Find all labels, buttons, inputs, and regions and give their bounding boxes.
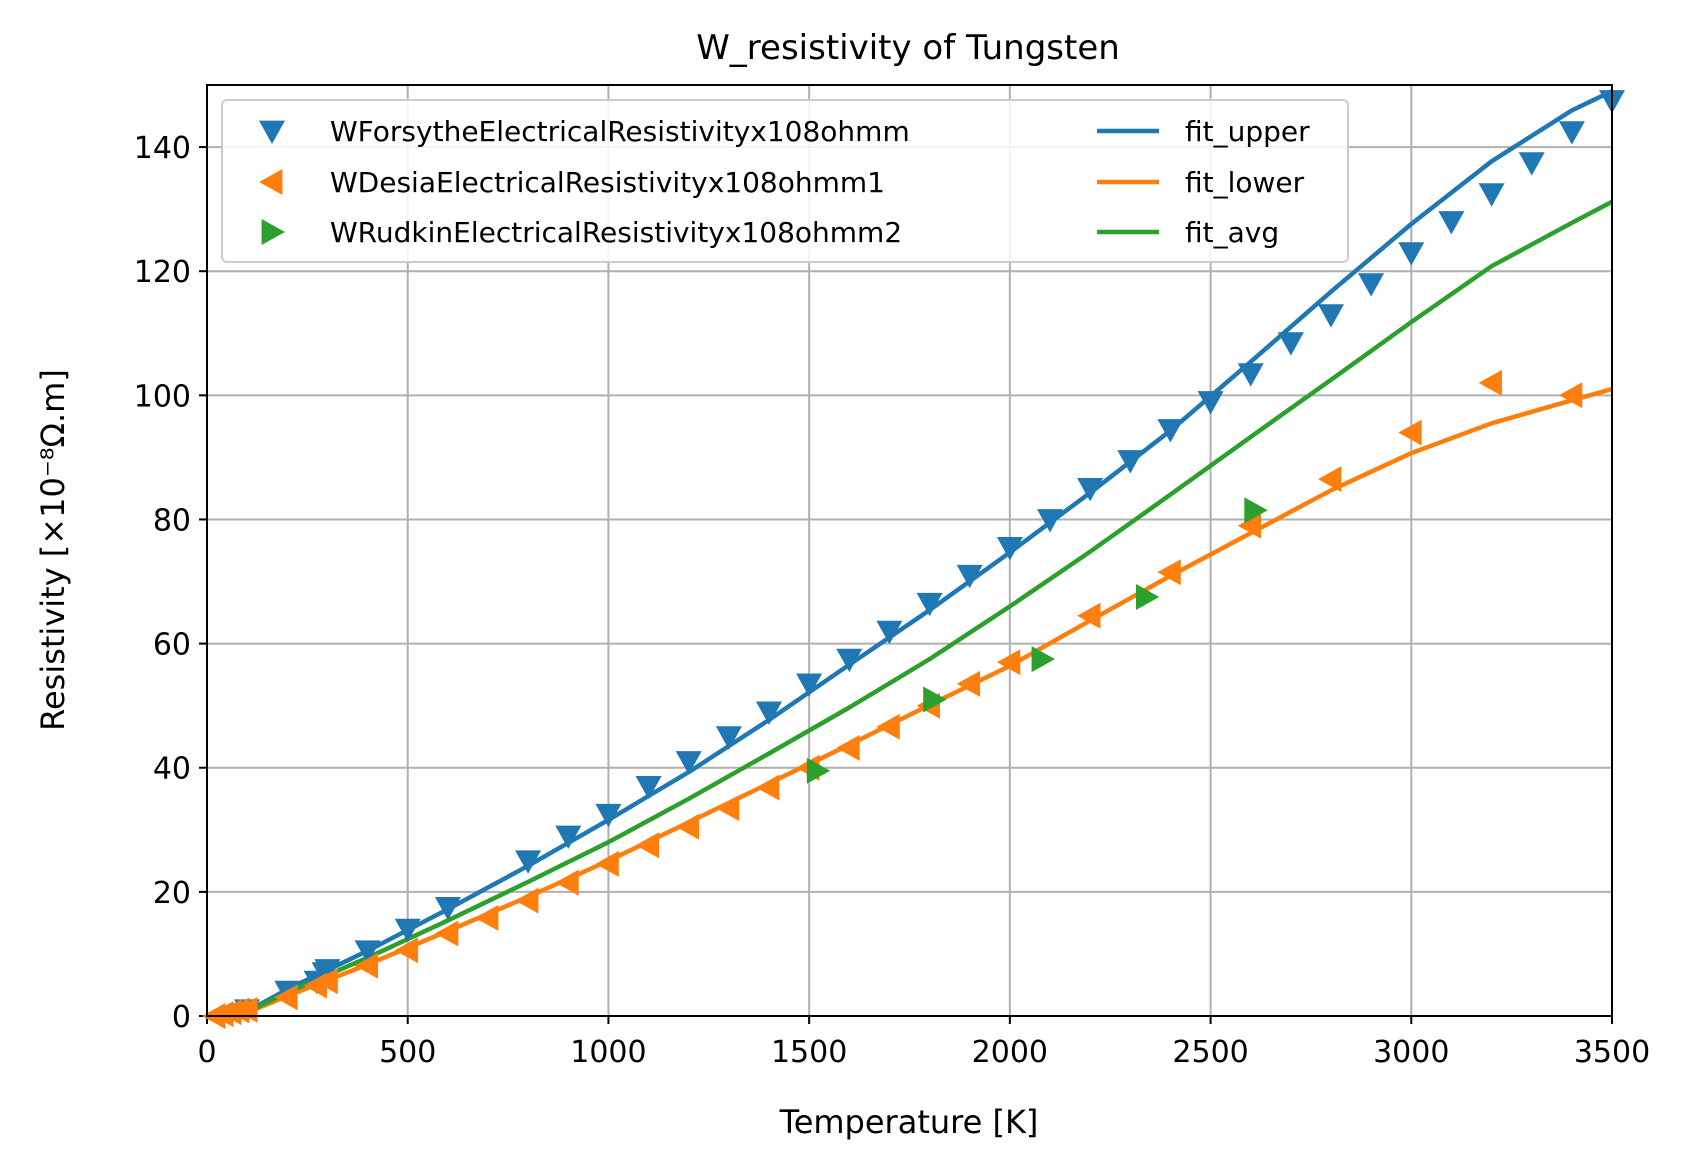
marker-series-1 <box>1077 478 1104 502</box>
x-tick-label: 3500 <box>1574 1035 1650 1070</box>
marker-series-2 <box>876 713 900 740</box>
y-tick-label: 80 <box>153 503 191 538</box>
x-tick-label: 1500 <box>771 1035 847 1070</box>
marker-series-2 <box>635 832 659 859</box>
marker-series-2 <box>274 984 298 1011</box>
marker-series-1 <box>1518 152 1545 176</box>
y-tick-label: 0 <box>172 1000 191 1035</box>
marker-series-2 <box>836 734 860 761</box>
x-tick-label: 3000 <box>1373 1035 1449 1070</box>
x-axis-ticks: 0 500 1000 1500 2000 2500 3000 3500 <box>197 1016 1650 1070</box>
marker-series-2 <box>555 869 579 896</box>
marker-series-2 <box>394 937 419 964</box>
marker-series-2 <box>715 795 740 822</box>
marker-series-3 <box>1244 497 1268 524</box>
marker-series-2 <box>1478 369 1502 396</box>
marker-series-2 <box>595 850 619 877</box>
x-tick-label: 500 <box>379 1035 436 1070</box>
y-tick-label: 60 <box>153 628 191 663</box>
legend: WForsytheElectricalResistivityx108ohmm WD… <box>221 99 1349 263</box>
marker-series-2 <box>675 813 700 840</box>
marker-series-3 <box>806 757 831 784</box>
marker-series-1 <box>1237 363 1264 387</box>
marker-series-1 <box>1117 450 1144 474</box>
legend-marker <box>261 219 285 245</box>
legend-label: fit_avg <box>1185 216 1279 249</box>
marker-series-1 <box>756 701 782 725</box>
marker-series-2 <box>515 887 539 914</box>
marker-series-2 <box>1077 602 1101 629</box>
marker-series-3 <box>1031 646 1055 673</box>
marker-series-2 <box>996 649 1021 676</box>
marker-series-1 <box>314 959 341 983</box>
marker-series-1 <box>1478 183 1505 207</box>
marker-series-1 <box>1558 121 1585 145</box>
marker-series-1 <box>434 897 461 921</box>
marker-series-1 <box>555 825 582 849</box>
x-axis-title: Temperature [K] <box>779 1103 1039 1141</box>
marker-series-1 <box>876 620 903 645</box>
y-axis-title: Resistivity [×10⁻⁸Ω.m] <box>34 369 72 731</box>
marker-series-2 <box>475 904 499 931</box>
marker-series-1 <box>1277 332 1304 356</box>
marker-series-1 <box>1197 391 1224 415</box>
legend-frame <box>221 99 1349 263</box>
y-tick-label: 40 <box>153 752 191 787</box>
marker-series-1 <box>595 803 622 828</box>
marker-series-2 <box>756 774 780 801</box>
marker-series-1 <box>1438 211 1465 235</box>
marker-series-1 <box>1318 304 1344 328</box>
marker-series-2 <box>1558 382 1583 409</box>
legend-label: WRudkinElectricalResistivityx108ohmm2 <box>330 216 902 249</box>
marker-series-1 <box>394 918 421 943</box>
y-tick-label: 100 <box>134 379 191 414</box>
legend-label: fit_lower <box>1185 166 1305 199</box>
marker-series-2 <box>956 670 981 697</box>
marker-series-1 <box>515 850 542 874</box>
marker-series-1 <box>635 776 662 800</box>
marker-series-2 <box>1318 466 1342 493</box>
y-tick-label: 20 <box>153 876 191 911</box>
marker-series-3 <box>923 686 947 713</box>
marker-series-1 <box>916 592 943 617</box>
y-tick-label: 120 <box>134 255 191 290</box>
chart-title: W_resistivity of Tungsten <box>696 28 1120 68</box>
marker-series-1 <box>836 648 863 673</box>
marker-series-1 <box>354 940 381 964</box>
marker-series-1 <box>1358 273 1385 297</box>
marker-series-2 <box>1237 512 1262 539</box>
marker-series-2 <box>1157 559 1181 586</box>
marker-series-1 <box>1157 419 1184 443</box>
x-tick-label: 1000 <box>570 1035 646 1070</box>
marker-series-1 <box>715 726 742 750</box>
marker-series-2 <box>354 952 378 979</box>
y-axis-ticks: 0 20 40 60 80 100 120 140 <box>134 131 207 1035</box>
x-tick-label: 0 <box>197 1035 216 1070</box>
marker-series-1 <box>956 564 983 589</box>
x-tick-label: 2500 <box>1172 1035 1248 1070</box>
marker-series-1 <box>1037 509 1063 533</box>
x-tick-label: 2000 <box>972 1035 1048 1070</box>
marker-series-1 <box>1398 242 1425 266</box>
marker-series-1 <box>796 673 823 697</box>
marker-series-3 <box>1135 584 1160 610</box>
marker-series-2 <box>434 920 459 947</box>
legend-label: WDesiaElectricalResistivityx108ohmm1 <box>330 166 885 199</box>
plot-frame <box>206 84 1613 1017</box>
legend-label: WForsytheElectricalResistivityx108ohmm <box>330 115 910 148</box>
marker-series-1 <box>996 537 1023 561</box>
legend-marker <box>259 120 285 144</box>
marker-series-2 <box>314 968 338 995</box>
marker-series-2 <box>1398 419 1422 446</box>
marker-series-1 <box>675 751 702 775</box>
legend-label: fit_upper <box>1185 115 1310 148</box>
legend-marker <box>259 169 283 195</box>
y-tick-label: 140 <box>134 131 191 166</box>
